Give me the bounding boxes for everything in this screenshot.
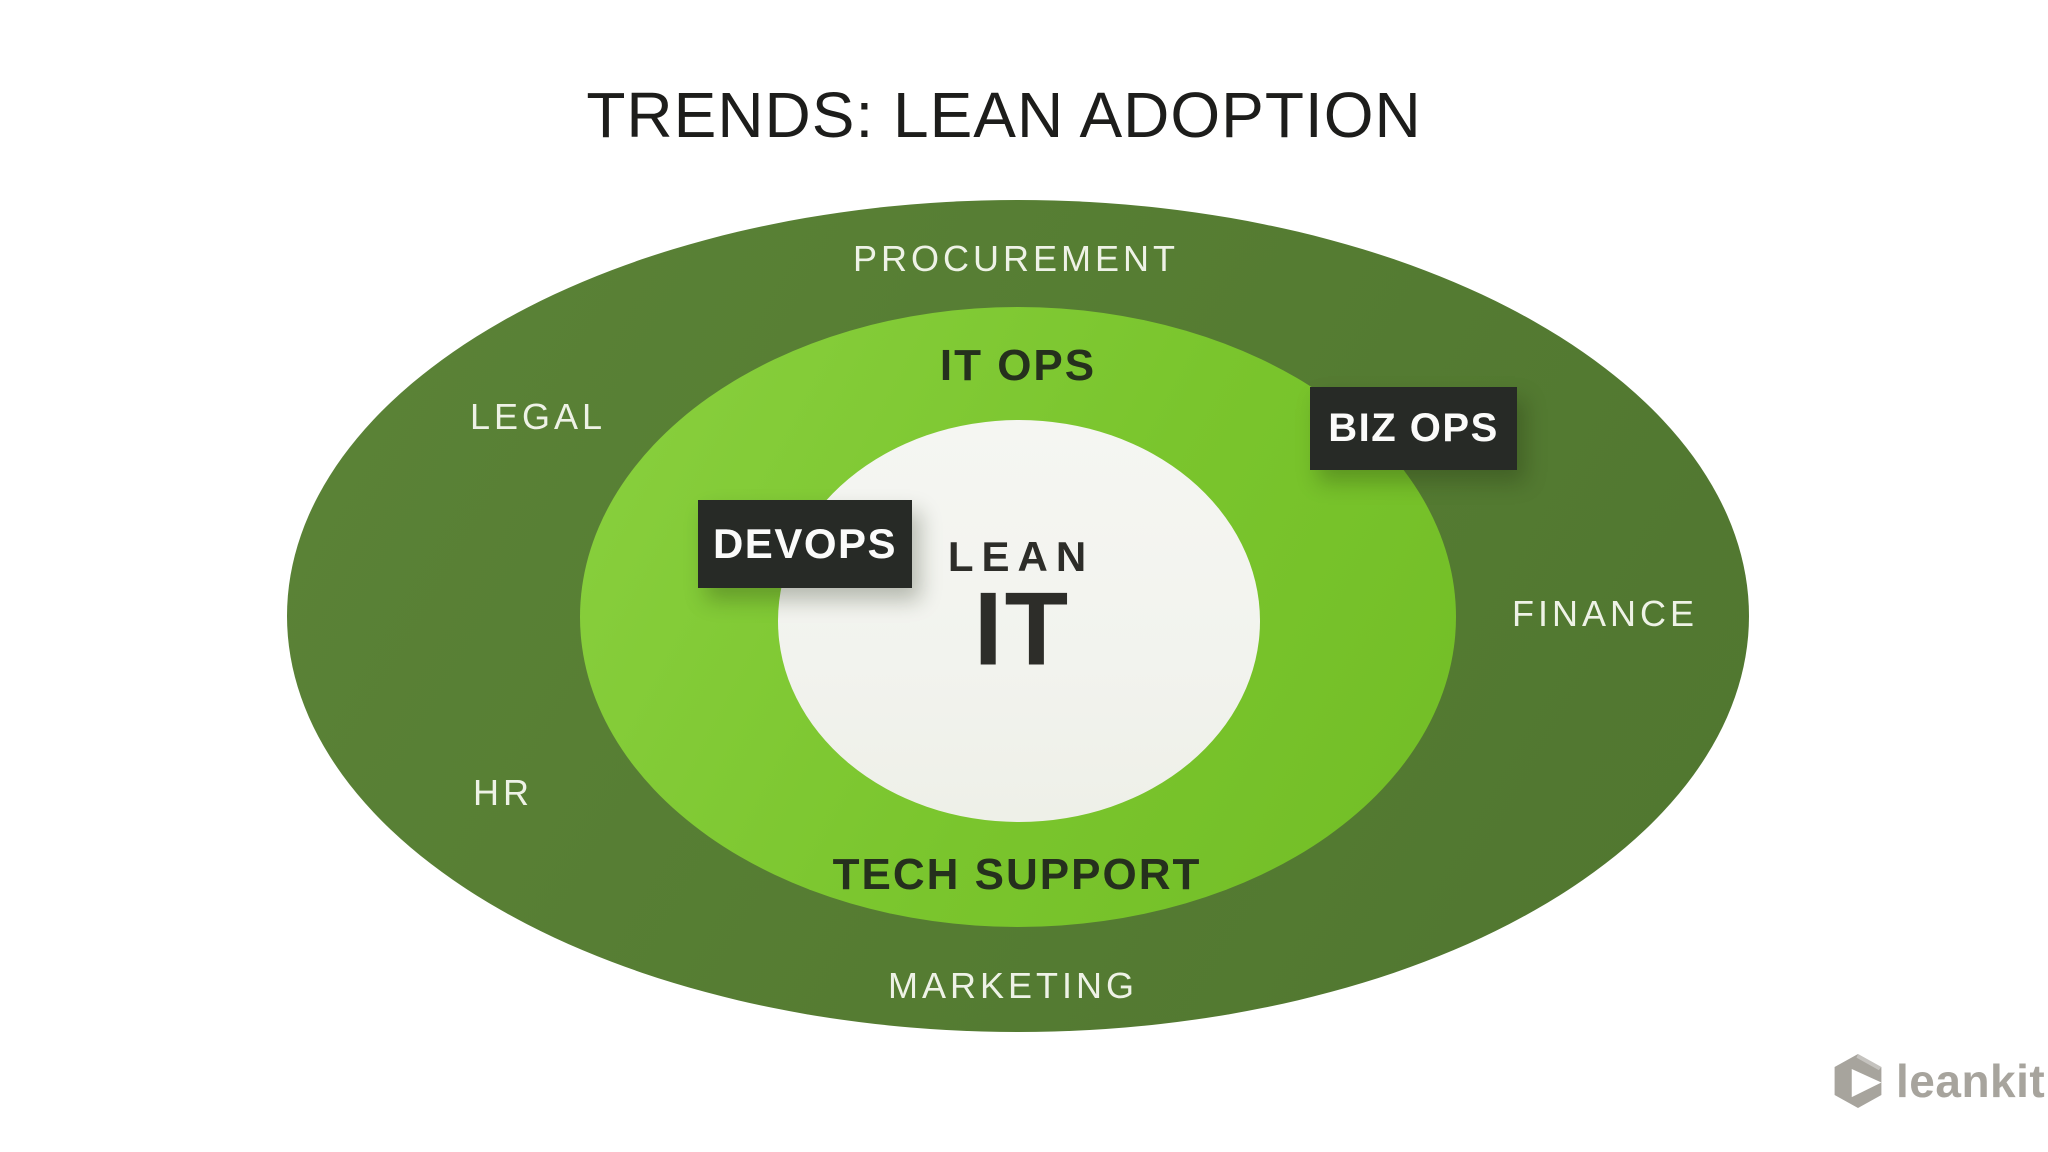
badge-devops-label: DEVOPS — [712, 520, 898, 567]
page-title: TRENDS: LEAN ADOPTION — [586, 79, 1422, 151]
label-hr: HR — [473, 772, 533, 813]
center-label-lean: LEAN — [947, 533, 1095, 580]
label-it-ops: IT OPS — [939, 341, 1097, 390]
label-tech-support: TECH SUPPORT — [832, 850, 1202, 899]
label-legal: LEGAL — [469, 396, 607, 437]
badge-biz-ops: BIZ OPS — [1310, 387, 1517, 470]
label-marketing: MARKETING — [887, 965, 1139, 1006]
center-label-it: IT — [973, 571, 1071, 688]
leankit-logo: leankit — [1832, 1052, 2045, 1110]
center-circle — [778, 420, 1260, 822]
badge-biz-ops-label: BIZ OPS — [1328, 406, 1499, 450]
leankit-wordmark: leankit — [1896, 1055, 2046, 1107]
label-finance: FINANCE — [1511, 593, 1699, 634]
badge-devops: DEVOPS — [698, 500, 912, 588]
leankit-hexagon-play-icon — [1832, 1052, 1884, 1110]
label-procurement: PROCUREMENT — [852, 238, 1180, 279]
